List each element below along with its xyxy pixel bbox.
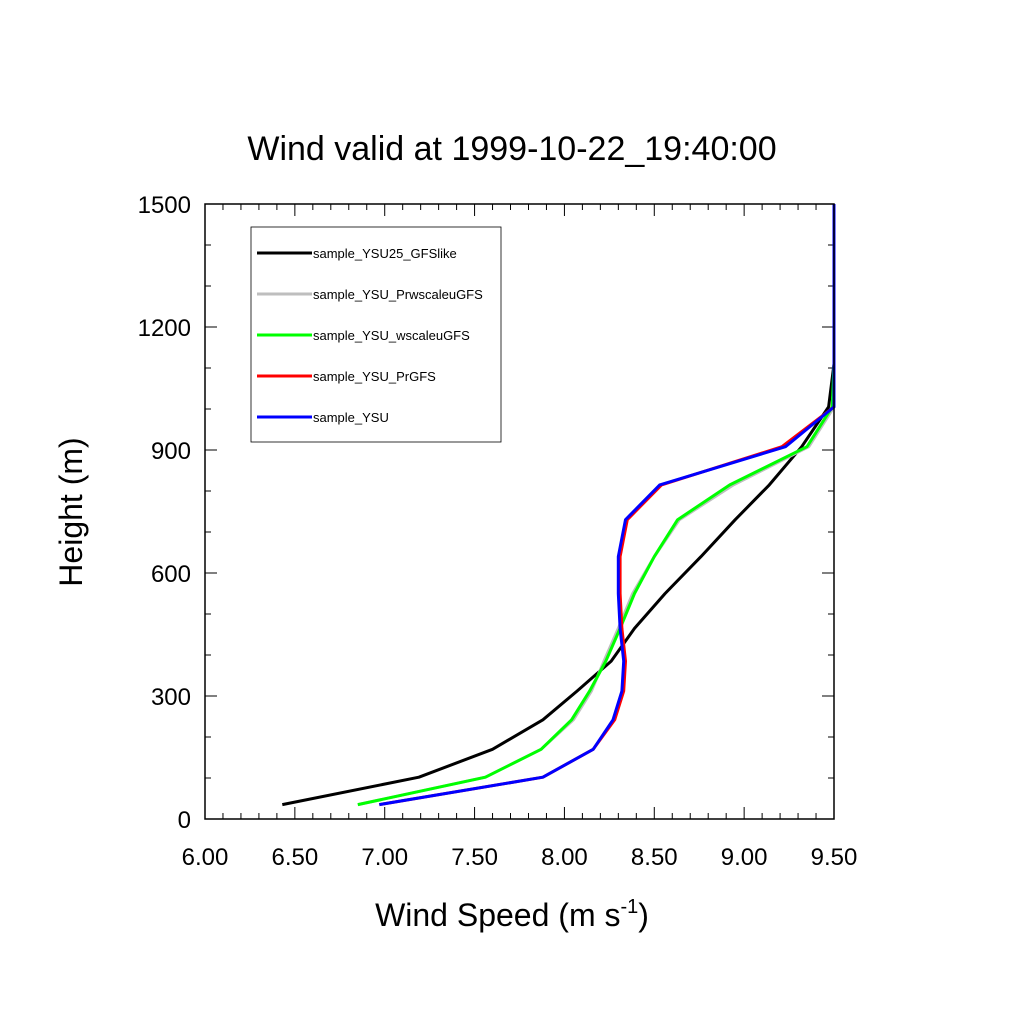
- chart-title: Wind valid at 1999-10-22_19:40:00: [247, 130, 776, 168]
- x-tick-label: 6.00: [182, 844, 229, 871]
- legend-label: sample_YSU_PrGFS: [313, 369, 436, 384]
- y-tick-label: 300: [151, 684, 191, 711]
- x-tick-label: 9.50: [811, 844, 858, 871]
- y-tick-label: 900: [151, 438, 191, 465]
- x-tick-label: 8.00: [541, 844, 588, 871]
- y-tick-label: 0: [178, 807, 191, 834]
- legend-label: sample_YSU_wscaleuGFS: [313, 328, 470, 343]
- legend-label: sample_YSU: [313, 410, 389, 425]
- plot-frame: [204, 203, 835, 820]
- y-axis-label: Height (m): [53, 437, 89, 586]
- legend-label: sample_YSU_PrwscaleuGFS: [313, 287, 483, 302]
- x-tick-label: 8.50: [631, 844, 678, 871]
- legend: sample_YSU25_GFSlike sample_YSU_Prwscaleu…: [250, 226, 502, 443]
- tick-labels: 6.00 6.50 7.00 7.50 8.00 8.50 9.00 9.50 0 300 600 9…: [138, 192, 858, 871]
- x-tick-label: 6.50: [271, 844, 318, 871]
- x-tick-label: 7.50: [451, 844, 498, 871]
- x-tick-label: 7.00: [361, 844, 408, 871]
- y-tick-label: 1500: [138, 192, 191, 219]
- x-tick-label: 9.00: [721, 844, 768, 871]
- y-tick-label: 600: [151, 561, 191, 588]
- y-tick-label: 1200: [138, 315, 191, 342]
- legend-label: sample_YSU25_GFSlike: [313, 246, 457, 261]
- x-axis-label: Wind Speed (m s-1): [375, 896, 649, 933]
